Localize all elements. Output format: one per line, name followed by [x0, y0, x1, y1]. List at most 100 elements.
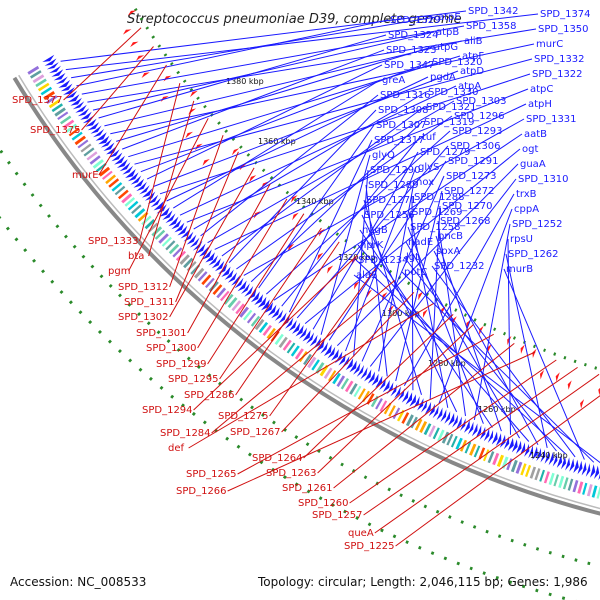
gc-dot: [423, 504, 428, 509]
leader-line-forward: [320, 154, 371, 335]
forward-gene-arrow: [254, 294, 264, 305]
leader-line-forward: [221, 106, 425, 257]
forward-gene-arrow: [561, 455, 566, 470]
leader-line-reverse: [139, 82, 181, 242]
gc-dot: [231, 137, 236, 142]
gene-block: [496, 454, 504, 467]
gene-block: [562, 477, 569, 490]
gene-block: [68, 127, 80, 137]
leader-line-forward: [98, 34, 387, 119]
gene-block: [572, 480, 579, 493]
gene-label-forward: SPD_1319: [424, 117, 475, 128]
gene-label-reverse: SPD_1225: [344, 541, 395, 552]
gc-dot: [563, 355, 567, 360]
reverse-gene-arrow: [532, 348, 537, 358]
gene-block: [127, 200, 139, 211]
gene-label-forward: SPD_1322: [532, 69, 583, 80]
forward-gene-arrow: [162, 210, 173, 220]
gene-label-reverse: SPD_1257: [312, 510, 363, 521]
gene-block: [362, 390, 370, 403]
gc-dot: [495, 575, 499, 580]
gene-block: [345, 380, 354, 393]
forward-gene-arrow: [532, 446, 538, 460]
forward-gene-arrow: [524, 443, 530, 457]
forward-gene-arrow: [159, 207, 170, 217]
gene-label-forward: hprK: [360, 240, 384, 251]
reverse-gene-arrow: [202, 159, 210, 166]
forward-gene-arrow: [46, 62, 59, 70]
leader-line-forward: [159, 73, 531, 195]
gene-block: [492, 452, 500, 466]
kbp-tick-label: 1380 kbp: [226, 77, 264, 86]
leader-line-forward: [153, 70, 459, 187]
forward-gene-arrow: [87, 122, 100, 131]
gc-dot: [78, 310, 83, 315]
leader-line-forward: [200, 94, 379, 237]
gene-block: [57, 111, 69, 120]
gene-block: [340, 378, 349, 390]
leader-line-forward: [336, 163, 519, 347]
forward-gene-arrow: [424, 401, 432, 415]
gene-label-reverse: SPD_1264: [252, 453, 303, 464]
forward-gene-arrow: [211, 258, 222, 269]
forward-gene-arrow: [147, 194, 159, 204]
forward-gene-arrow: [82, 115, 95, 124]
forward-gene-arrow: [144, 191, 156, 201]
gene-label-reverse: SPD_1286: [184, 390, 235, 401]
gene-block: [71, 131, 83, 141]
forward-gene-arrow: [90, 125, 102, 134]
leader-line-forward: [110, 43, 535, 135]
leader-line-forward: [407, 226, 484, 424]
gene-block: [591, 485, 598, 498]
gene-label-reverse: queA: [348, 528, 374, 539]
gc-dot: [306, 489, 311, 494]
gc-dot: [90, 264, 95, 269]
gc-dot: [156, 330, 161, 335]
forward-gene-arrow: [428, 403, 435, 417]
forward-gene-arrow: [295, 325, 304, 337]
gene-block: [262, 324, 272, 336]
reverse-gene-arrow: [540, 370, 545, 380]
forward-gene-arrow: [320, 342, 329, 354]
gc-dot: [367, 522, 372, 527]
leader-line-reverse: [128, 118, 209, 272]
gene-block: [205, 277, 215, 289]
gene-block: [558, 475, 565, 488]
gene-label-forward: SPD_1310: [518, 174, 569, 185]
gc-dot: [330, 503, 335, 508]
forward-gene-arrow: [544, 450, 550, 464]
gene-block: [525, 464, 532, 477]
gc-dot: [272, 420, 276, 425]
reverse-gene-arrow: [136, 55, 145, 61]
gene-label-forward: SPD_1331: [526, 114, 577, 125]
leader-line-forward: [281, 136, 421, 307]
gene-block: [290, 345, 300, 357]
gene-block: [254, 318, 265, 331]
gc-dot: [159, 385, 164, 390]
gc-dot: [239, 145, 243, 149]
gene-label-forward: SPD_1258: [410, 222, 461, 233]
leader-line-forward: [405, 241, 521, 439]
gc-dot: [196, 96, 200, 100]
gene-label-forward: SPD_1317: [374, 135, 425, 146]
gc-dot: [482, 571, 486, 576]
gene-label-forward: nagB: [362, 225, 388, 236]
forward-gene-arrow: [119, 162, 131, 172]
leader-line-forward: [296, 145, 449, 319]
gene-block: [148, 222, 159, 233]
gene-block: [567, 478, 574, 491]
gc-dot: [444, 303, 448, 307]
map-title: Streptococcus pneumoniae D39, complete g…: [127, 12, 462, 27]
forward-gene-arrow: [264, 302, 274, 313]
leader-line-reverse: [395, 395, 600, 547]
gene-label-forward: SPD_1342: [468, 6, 519, 17]
gene-block: [212, 284, 223, 295]
gene-label-reverse: SPD_1375: [30, 125, 81, 136]
forward-gene-arrow: [51, 69, 64, 77]
gc-dot: [532, 344, 536, 349]
gene-label-forward: SPD_1270: [442, 201, 493, 212]
gene-block: [220, 290, 230, 302]
gene-block: [366, 393, 375, 405]
forward-gene-arrow: [111, 152, 123, 162]
gene-label-forward: SPD_1374: [540, 9, 591, 20]
